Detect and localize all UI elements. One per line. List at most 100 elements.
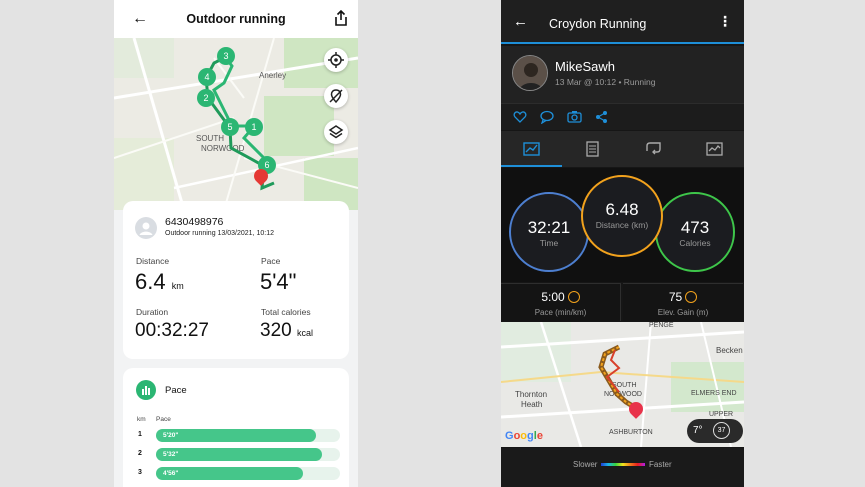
- activity-map[interactable]: PENGE Becken Thornton Heath SOUTH NORWOO…: [501, 322, 744, 447]
- time-stat: 32:21 Time: [509, 192, 589, 272]
- time-value: 32:21: [527, 218, 571, 237]
- route-marker[interactable]: 5: [221, 118, 239, 136]
- distance-label: Distance (km): [595, 220, 649, 230]
- duration-value: 00:32:27: [135, 320, 209, 341]
- tab-graphs[interactable]: [684, 131, 744, 167]
- locate-icon: [328, 52, 344, 68]
- pace-row-km: 2: [138, 450, 142, 457]
- profile-row[interactable]: MikeSawh 13 Mar @ 10:12 • Running: [501, 46, 744, 103]
- layers-button[interactable]: [324, 120, 348, 144]
- user-icon: [139, 222, 153, 235]
- share-icon[interactable]: [334, 10, 348, 26]
- pace-insight-icon[interactable]: [567, 291, 580, 303]
- route-map[interactable]: Anerley SOUTH NORWOOD 3 4 2 5 1 6: [114, 38, 358, 210]
- route-marker[interactable]: 3: [217, 47, 235, 65]
- chart-icon: [523, 142, 540, 156]
- map-label-beckenham: Becken: [716, 346, 743, 355]
- pace-row-value: 4'56": [163, 470, 179, 477]
- camera-icon[interactable]: [567, 110, 582, 124]
- user-name[interactable]: MikeSawh: [555, 59, 615, 74]
- pace-value: 5'4": [260, 269, 297, 294]
- tab-details[interactable]: [562, 131, 623, 167]
- distance-value: 6.4 km: [135, 269, 184, 294]
- locate-button[interactable]: [324, 48, 348, 72]
- pace-row: 2 5'32": [123, 448, 349, 461]
- google-logo: Google: [505, 430, 543, 442]
- tab-laps[interactable]: [623, 131, 684, 167]
- map-label-heath: Heath: [521, 400, 543, 409]
- map-label-elmers-end: ELMERS END: [691, 390, 737, 397]
- hide-route-button[interactable]: [324, 84, 348, 108]
- pace-label: Pace: [261, 256, 281, 266]
- route-line: [598, 344, 638, 411]
- map-label-anerley: Anerley: [259, 71, 287, 80]
- pace-stat: 5:00 Pace (min/km): [501, 283, 621, 321]
- elevation-value: 75: [623, 290, 743, 304]
- map-background: [501, 322, 744, 447]
- pace-card: Pace km Pace 1 5'20" 2 5'32" 3 4'56": [123, 368, 349, 487]
- summary-card: 6430498976 Outdoor running 13/03/2021, 1…: [123, 201, 349, 359]
- calories-stat: 473 Calories: [655, 192, 735, 272]
- avatar[interactable]: [512, 55, 548, 91]
- temperature-value: 7°: [693, 425, 703, 436]
- pace-section-title: Pace: [165, 385, 187, 396]
- route-marker[interactable]: 4: [198, 68, 216, 86]
- map-label-norwood: NORWOOD: [201, 144, 245, 153]
- calories-label: Total calories: [261, 307, 311, 317]
- duration-label: Duration: [136, 307, 169, 317]
- like-heart-icon[interactable]: [513, 110, 527, 124]
- back-arrow-icon[interactable]: ←: [132, 10, 148, 27]
- document-icon: [586, 141, 599, 157]
- map-label-south: SOUTH: [196, 134, 224, 143]
- elevation-stat: 75 Elev. Gain (m): [623, 283, 743, 321]
- pace-bar: [156, 448, 322, 461]
- share-icon[interactable]: [595, 110, 608, 124]
- map-label-penge: PENGE: [649, 322, 674, 329]
- distance-stat: 6.48 Distance (km): [581, 175, 663, 257]
- more-vertical-icon[interactable]: ⋮: [718, 13, 732, 29]
- loop-icon: [646, 142, 661, 155]
- pace-row-value: 5'20": [163, 432, 179, 439]
- weather-badge[interactable]: 7° 37: [687, 419, 743, 443]
- activity-tabs: [501, 131, 744, 167]
- speed-legend: Slower Faster: [501, 448, 744, 487]
- map-label-upper: UPPER: [709, 411, 734, 418]
- pace-chart-icon: [136, 380, 156, 400]
- pace-label: Pace (min/km): [534, 308, 587, 317]
- elevation-insight-icon[interactable]: [685, 291, 698, 303]
- left-header: ← Outdoor running: [114, 0, 358, 38]
- legend-faster: Faster: [649, 460, 672, 469]
- page-title: Outdoor running: [186, 12, 286, 26]
- stats-circles: 32:21 Time 6.48 Distance (km) 473 Calori…: [501, 168, 744, 282]
- wind-icon: 37: [713, 422, 730, 439]
- pace-row: 1 5'20": [123, 429, 349, 442]
- location-off-icon: [329, 89, 343, 104]
- back-arrow-icon[interactable]: ←: [513, 13, 528, 30]
- activity-subtitle: Outdoor running 13/03/2021, 10:12: [165, 230, 274, 237]
- activity-meta: 13 Mar @ 10:12 • Running: [555, 77, 656, 87]
- pace-row: 3 4'56": [123, 467, 349, 480]
- km-column-header: km: [137, 416, 146, 423]
- route-marker[interactable]: 1: [245, 118, 263, 136]
- calories-value: 473: [680, 218, 710, 237]
- pace-column-header: Pace: [156, 416, 171, 423]
- right-phone-screen: ← Croydon Running ⋮ MikeSawh 13 Mar @ 10…: [501, 0, 744, 487]
- left-phone-screen: ← Outdoor running Anerley SOUTH NORWOOD: [114, 0, 358, 487]
- pace-value: 5:00: [501, 290, 620, 304]
- profile-photo: [513, 56, 547, 90]
- action-bar: [501, 103, 744, 130]
- map-label-norwood: NORWOOD: [604, 391, 642, 398]
- pace-bar: [156, 467, 303, 480]
- route-marker[interactable]: 2: [197, 89, 215, 107]
- comment-icon[interactable]: [540, 110, 554, 124]
- tab-overview[interactable]: [501, 131, 562, 167]
- graph-icon: [706, 142, 723, 156]
- page-title: Croydon Running: [549, 17, 647, 31]
- calories-value: 320 kcal: [260, 320, 313, 341]
- pace-row-km: 1: [138, 431, 142, 438]
- right-header: ← Croydon Running ⋮: [501, 0, 744, 44]
- calories-label: Calories: [679, 238, 711, 248]
- user-id: 6430498976: [165, 216, 224, 228]
- pace-row-km: 3: [138, 469, 142, 476]
- map-label-thornton: Thornton: [515, 390, 548, 399]
